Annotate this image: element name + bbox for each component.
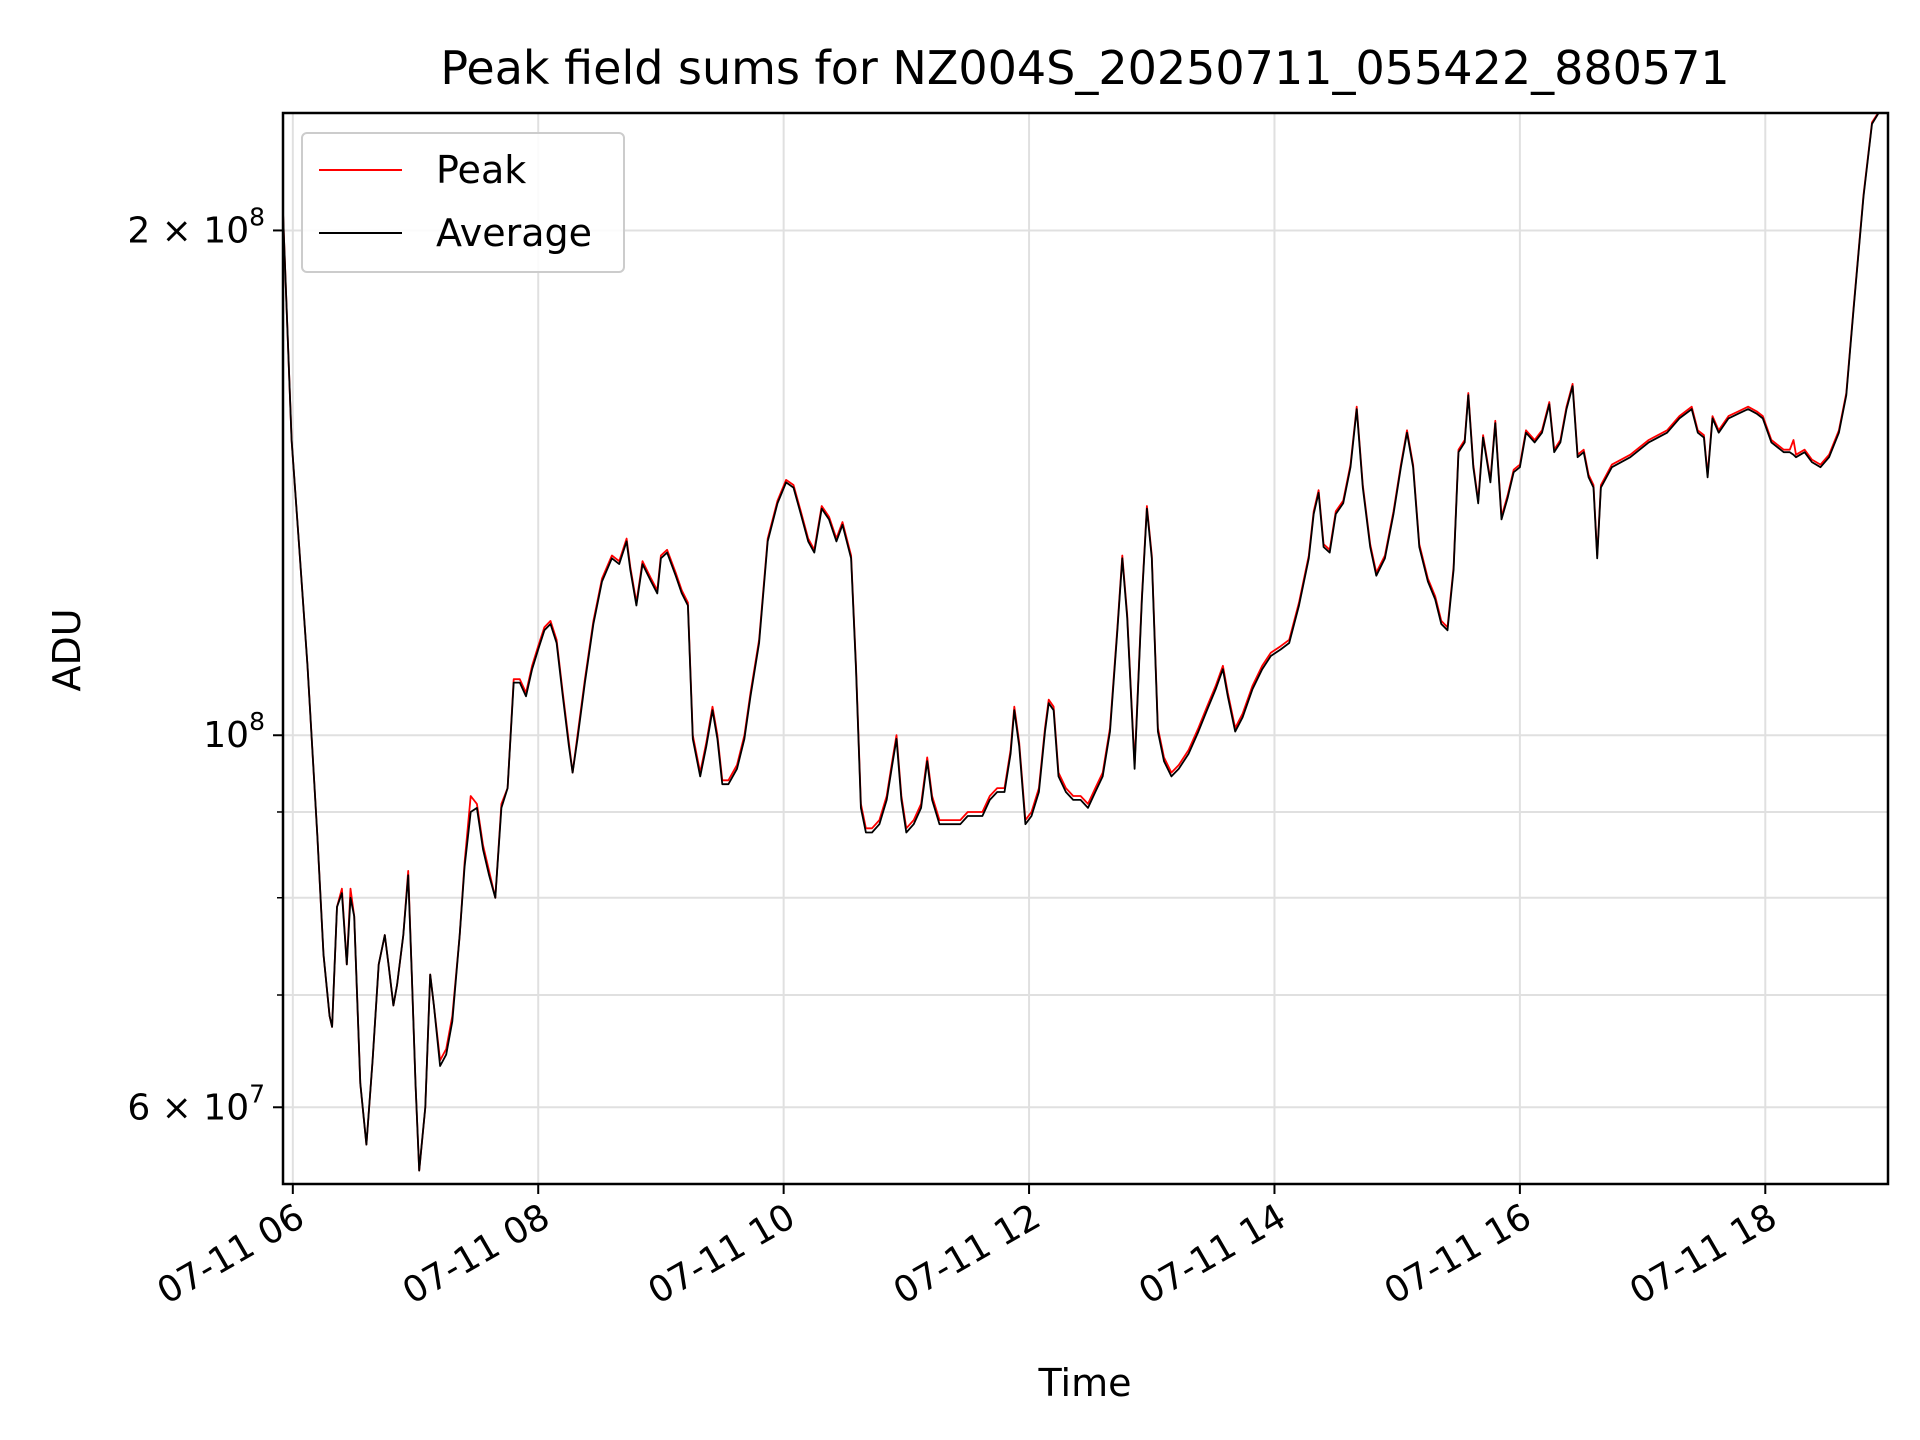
plot-lines (283, 113, 1880, 1172)
y-tick-label: 2 × 108 (127, 202, 265, 251)
legend-label-average: Average (436, 211, 592, 255)
y-tick-label: 108 (203, 707, 265, 756)
y-axis: 6 × 107 108 2 × 108 (127, 202, 283, 1128)
y-tick-label: 6 × 107 (127, 1079, 265, 1128)
x-axis-label: Time (1038, 1361, 1132, 1405)
legend-label-peak: Peak (436, 148, 526, 192)
legend: Peak Average (301, 132, 625, 273)
y-axis-label: ADU (45, 608, 89, 691)
chart-title: Peak field sums for NZ004S_20250711_0554… (440, 41, 1729, 95)
plot-frame (281, 111, 1890, 1186)
legend-box (301, 132, 625, 273)
series-line-average (283, 113, 1880, 1172)
